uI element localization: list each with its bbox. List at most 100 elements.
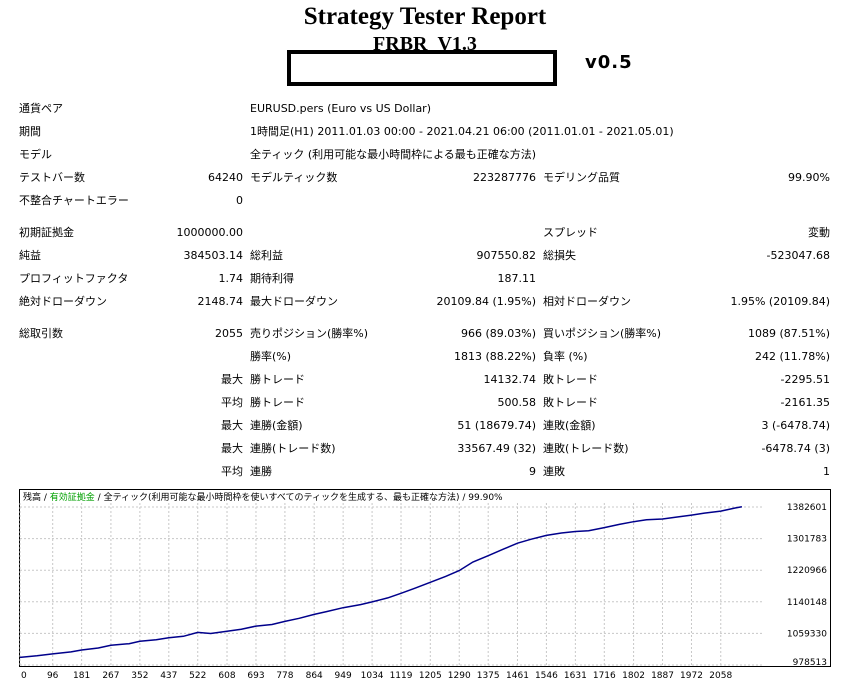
grossprofit-label: 総利益 [250, 249, 283, 262]
avgwin-label: 勝トレード [250, 396, 305, 409]
chart-grid [19, 503, 764, 666]
netprofit-value: 384503.14 [183, 249, 244, 262]
x-tick-label: 864 [306, 671, 323, 679]
lossrate-value: 242 (11.78%) [754, 350, 830, 363]
maxconsecloss-label: 連敗(トレード数) [543, 442, 629, 455]
netprofit-label: 純益 [19, 249, 41, 262]
period-value: 1時間足(H1) 2011.01.03 00:00 - 2021.04.21 0… [250, 125, 674, 138]
x-tick-label: 267 [102, 671, 119, 679]
avgtrade-prefix: 平均 [221, 396, 243, 409]
maxconsecwins-value: 51 (18679.74) [457, 419, 536, 432]
model-value: 全ティック (利用可能な最小時間枠による最も正確な方法) [250, 148, 537, 161]
x-tick-label: 522 [189, 671, 206, 679]
maxconsecprofit-label: 連勝(トレード数) [250, 442, 336, 455]
x-tick-label: 1461 [506, 671, 529, 679]
winrate-value: 1813 (88.22%) [453, 350, 536, 363]
avgconsecwins-label: 連勝 [250, 465, 272, 478]
x-tick-label: 1290 [448, 671, 471, 679]
chart-frame [19, 489, 831, 667]
avgwin-value: 500.58 [497, 396, 537, 409]
maxconsecprofit-value: 33567.49 (32) [457, 442, 536, 455]
x-tick-label: 608 [218, 671, 235, 679]
ticks-value: 223287776 [473, 171, 536, 184]
x-tick-label: 949 [335, 671, 352, 679]
totaltrades-label: 総取引数 [19, 327, 63, 340]
avgconseclosses-label: 連敗 [543, 465, 565, 478]
deposit-label: 初期証拠金 [19, 226, 74, 239]
maxtrade-prefix: 最大 [221, 373, 243, 386]
quality-value: 99.90% [788, 171, 830, 184]
chart-legend: 残高 / 有効証拠金 / 全ティック(利用可能な最小時間枠を使いすべてのティック… [23, 490, 503, 503]
avgloss-value: -2161.35 [780, 396, 830, 409]
spread-label: スプレッド [543, 226, 598, 239]
x-tick-label: 0 [21, 671, 27, 679]
reldrawdown-label: 相対ドローダウン [543, 295, 631, 308]
y-tick-label: 1301783 [787, 535, 827, 545]
expectedpayoff-label: 期待利得 [250, 272, 294, 285]
x-tick-label: 693 [247, 671, 264, 679]
legend-balance: 残高 [23, 493, 42, 503]
legend-quality: 99.90% [468, 493, 503, 503]
x-tick-label: 1802 [622, 671, 645, 679]
avgloss-label: 敗トレード [543, 396, 598, 409]
maxdrawdown-value: 20109.84 (1.95%) [436, 295, 536, 308]
maxconseclosses-value: 3 (-6478.74) [761, 419, 830, 432]
legend-model: 全ティック(利用可能な最小時間枠を使いすべてのティックを生成する、最も正確な方法… [103, 493, 460, 503]
x-tick-label: 1631 [564, 671, 587, 679]
maxwin-value: 14132.74 [483, 373, 537, 386]
x-tick-label: 1205 [419, 671, 442, 679]
ticks-label: モデルティック数 [250, 171, 338, 184]
model-label: モデル [19, 148, 52, 161]
maxconsec-prefix: 最大 [221, 419, 243, 432]
avgconsecwins-value: 9 [529, 465, 536, 478]
legend-sep: / [41, 493, 50, 503]
y-tick-label: 978513 [793, 658, 827, 668]
grossloss-value: -523047.68 [766, 249, 830, 262]
x-tick-label: 1887 [651, 671, 674, 679]
x-tick-label: 2058 [709, 671, 732, 679]
avgconseclosses-value: 1 [823, 465, 830, 478]
x-tick-label: 1716 [593, 671, 616, 679]
deposit-value: 1000000.00 [176, 226, 243, 239]
chart-x-ticks: 0 96 181 267 352 437 522 608 693 778 864 949 1034 111… [21, 671, 732, 679]
quality-label: モデリング品質 [543, 171, 620, 184]
legend-sep: / [94, 493, 104, 503]
maxloss-value: -2295.51 [780, 373, 830, 386]
totaltrades-value: 2055 [215, 327, 243, 340]
lossrate-label: 負率 (%) [543, 350, 588, 363]
maxconsecprofit-prefix: 最大 [221, 442, 243, 455]
symbol-label: 通貨ペア [19, 102, 63, 115]
absdrawdown-value: 2148.74 [197, 295, 244, 308]
winrate-label: 勝率(%) [250, 350, 292, 363]
balance-chart: 0 96 181 267 352 437 522 608 693 778 864 949 1034 111… [19, 489, 831, 679]
x-tick-label: 778 [276, 671, 293, 679]
redaction-box [287, 50, 557, 86]
longpositions-value: 1089 (87.51%) [747, 327, 830, 340]
x-tick-label: 352 [131, 671, 148, 679]
legend-equity: 有効証拠金 [49, 493, 95, 503]
mismatch-label: 不整合チャートエラー [19, 194, 129, 207]
bars-value: 64240 [208, 171, 243, 184]
spread-value: 変動 [808, 226, 830, 239]
chart-y-ticks: 978513 1059330 1140148 1220966 1301783 138260… [787, 503, 827, 668]
x-tick-label: 437 [160, 671, 177, 679]
x-tick-label: 1119 [390, 671, 413, 679]
maxconseclosses-label: 連敗(金額) [543, 419, 596, 432]
shortpositions-label: 売りポジション(勝率%) [250, 327, 369, 340]
avgconsec-prefix: 平均 [221, 465, 243, 478]
x-tick-label: 1972 [680, 671, 703, 679]
reldrawdown-value: 1.95% (20109.84) [730, 295, 830, 308]
x-tick-label: 181 [73, 671, 90, 679]
y-tick-label: 1140148 [787, 598, 827, 608]
x-tick-label: 96 [47, 671, 59, 679]
maxconsecloss-value: -6478.74 (3) [761, 442, 830, 455]
version-label: v0.5 [585, 52, 633, 73]
legend-sep: / [459, 493, 469, 503]
x-tick-label: 1034 [361, 671, 384, 679]
report-title: Strategy Tester Report [303, 3, 547, 30]
y-tick-label: 1220966 [787, 566, 827, 576]
mismatch-value: 0 [236, 194, 243, 207]
balance-line [19, 506, 743, 659]
y-tick-label: 1382601 [787, 503, 827, 513]
maxdrawdown-label: 最大ドローダウン [250, 295, 338, 308]
